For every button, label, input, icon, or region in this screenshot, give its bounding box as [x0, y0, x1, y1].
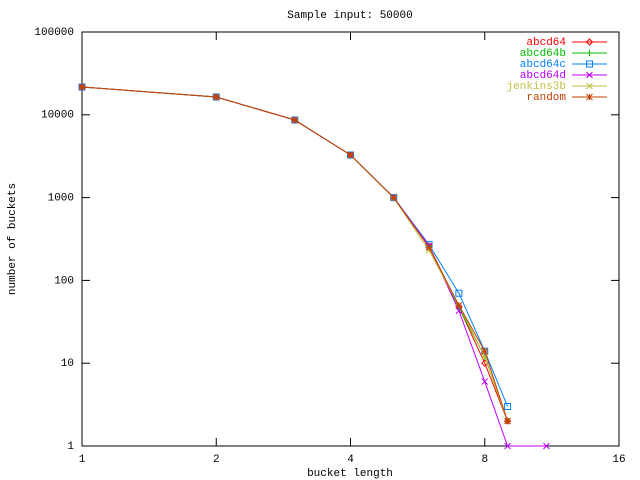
- legend-label: abcd64b: [520, 48, 566, 60]
- x-tick-label: 8: [481, 454, 488, 466]
- legend-marker: [586, 71, 593, 79]
- legend-label: jenkins3b: [507, 81, 566, 93]
- y-tick-label: 100: [54, 275, 74, 287]
- legend-marker: [586, 50, 593, 56]
- data-point: [212, 93, 220, 101]
- y-tick-label: 100000: [34, 27, 74, 39]
- y-tick-label: 10000: [41, 110, 74, 122]
- data-point: [503, 417, 512, 425]
- chart-title: Sample input: 50000: [287, 10, 412, 22]
- legend-marker: [586, 60, 593, 68]
- data-point: [504, 442, 511, 450]
- data-point: [78, 83, 86, 91]
- data-point: [425, 244, 433, 251]
- data-point: [347, 151, 354, 159]
- y-axis-label: number of buckets: [7, 183, 19, 295]
- legend-label: abcd64: [526, 37, 566, 49]
- data-point: [481, 347, 489, 355]
- legend-marker: [586, 82, 593, 90]
- data-point: [390, 194, 398, 201]
- data-point: [481, 378, 489, 385]
- data-point: [504, 402, 512, 410]
- y-tick-label: 1: [67, 441, 74, 453]
- data-point: [455, 289, 463, 297]
- legend-marker: [586, 93, 593, 101]
- data-point: [291, 116, 299, 124]
- x-tick-label: 4: [347, 454, 354, 466]
- data-point: [212, 93, 220, 101]
- legend-marker: [585, 38, 594, 46]
- legend-label: abcd64c: [520, 59, 566, 71]
- data-point: [543, 442, 550, 450]
- y-tick-label: 10: [61, 358, 74, 370]
- data-point: [455, 301, 463, 309]
- x-tick-label: 16: [612, 454, 625, 466]
- y-tick-label: 1000: [48, 193, 74, 205]
- legend-label: abcd64d: [520, 70, 566, 82]
- legend-label: random: [526, 92, 566, 104]
- x-tick-label: 1: [79, 454, 86, 466]
- x-axis-label: bucket length: [307, 468, 393, 480]
- x-tick-label: 2: [213, 454, 220, 466]
- data-point: [504, 417, 511, 425]
